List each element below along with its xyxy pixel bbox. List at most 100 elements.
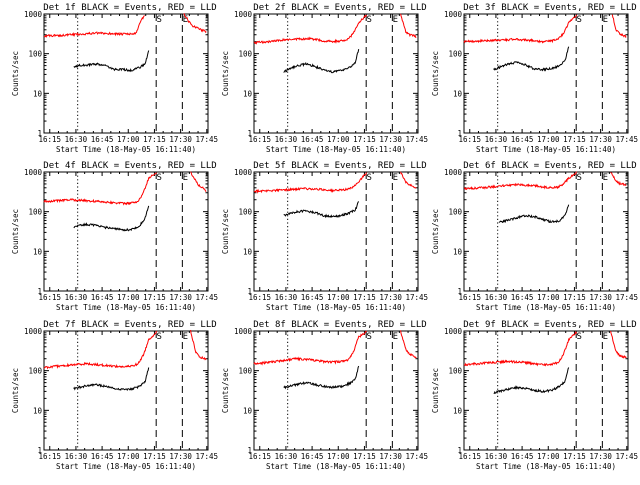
y-tick-label: 1: [37, 446, 42, 455]
y-tick-label: 10: [33, 406, 43, 415]
x-axis-label: Start Time (18-May-05 16:11:40): [266, 145, 406, 154]
y-tick-label: 1000: [234, 327, 253, 336]
x-tick-label: 16:45: [511, 452, 534, 461]
x-tick-label: 17:45: [615, 452, 638, 461]
y-tick-label: 1000: [24, 10, 43, 19]
x-tick-label: 16:45: [91, 135, 114, 144]
panel-det-5: Det 5f BLACK = Events, RED = LLD 16:15 16:…: [221, 161, 428, 312]
y-tick-label: 10: [33, 89, 43, 98]
panel-det-6: Det 6f BLACK = Events, RED = LLD 16:15 16:…: [431, 161, 638, 312]
x-tick-label: 16:45: [91, 293, 114, 302]
y-tick-label: 1000: [444, 10, 463, 19]
panel-det-3: Det 3f BLACK = Events, RED = LLD 16:15 16:…: [431, 3, 638, 154]
event-rate-line: [283, 49, 360, 74]
y-tick-label: 1000: [444, 168, 463, 177]
y-axis-label: Counts/sec: [221, 209, 230, 254]
x-tick-label: 17:00: [537, 135, 560, 144]
y-tick-label: 1: [457, 287, 462, 296]
x-tick-label: 16:15: [248, 135, 271, 144]
x-tick-label: 17:00: [537, 293, 560, 302]
x-tick-label: 17:45: [195, 293, 218, 302]
x-tick-label: 17:00: [117, 293, 140, 302]
lld-rate-line: [43, 171, 207, 206]
y-tick-label: 1: [457, 446, 462, 455]
x-tick-label: 16:45: [301, 135, 324, 144]
x-axis-label: Start Time (18-May-05 16:11:40): [266, 303, 406, 312]
x-tick-label: 17:30: [169, 452, 192, 461]
x-tick-label: 17:00: [117, 135, 140, 144]
lld-rate-line: [253, 330, 417, 366]
x-tick-label: 17:15: [143, 452, 166, 461]
time-marker-label: E: [183, 15, 188, 25]
y-tick-label: 10: [243, 406, 253, 415]
y-tick-label: 10: [453, 247, 463, 256]
panel-det-1: Det 1f BLACK = Events, RED = LLD 16:15 16:…: [11, 3, 218, 154]
lld-rate-line: [43, 329, 207, 370]
y-axis-label: Counts/sec: [431, 368, 440, 413]
x-tick-label: 17:30: [379, 135, 402, 144]
y-tick-label: 1000: [24, 327, 43, 336]
plot-frame: [463, 171, 629, 292]
x-tick-label: 16:45: [511, 135, 534, 144]
time-marker-label: S: [366, 332, 371, 342]
y-axis-label: Counts/sec: [11, 51, 20, 96]
x-tick-label: 17:45: [195, 452, 218, 461]
time-marker-label: E: [183, 332, 188, 342]
plot-frame: [253, 330, 419, 451]
x-tick-label: 17:30: [589, 135, 612, 144]
x-tick-label: 16:30: [65, 452, 88, 461]
time-marker-label: S: [576, 332, 581, 342]
x-tick-label: 16:45: [301, 293, 324, 302]
x-axis-label: Start Time (18-May-05 16:11:40): [476, 462, 616, 471]
x-tick-label: 16:15: [38, 293, 61, 302]
panel-title: Det 4f BLACK = Events, RED = LLD: [43, 161, 216, 171]
x-tick-label: 16:15: [458, 293, 481, 302]
plot-frame: [253, 171, 419, 292]
x-tick-label: 16:45: [511, 293, 534, 302]
time-marker-label: E: [603, 173, 608, 183]
x-tick-label: 16:30: [275, 452, 298, 461]
x-tick-label: 16:30: [485, 293, 508, 302]
panel-title: Det 5f BLACK = Events, RED = LLD: [253, 161, 426, 171]
y-tick-label: 10: [453, 406, 463, 415]
lld-rate-line: [253, 13, 417, 45]
x-tick-label: 16:30: [485, 452, 508, 461]
x-tick-label: 17:15: [563, 135, 586, 144]
x-tick-label: 17:45: [405, 135, 428, 144]
y-tick-label: 100: [238, 208, 252, 217]
panel-title: Det 8f BLACK = Events, RED = LLD: [253, 320, 426, 330]
panel-title: Det 2f BLACK = Events, RED = LLD: [253, 3, 426, 13]
y-tick-label: 100: [28, 208, 42, 217]
y-tick-label: 1000: [444, 327, 463, 336]
x-tick-label: 17:15: [353, 452, 376, 461]
plot-frame: [253, 13, 419, 134]
event-rate-line: [283, 201, 360, 219]
event-rate-line: [493, 46, 570, 72]
x-tick-label: 17:00: [327, 135, 350, 144]
time-marker-label: S: [156, 15, 161, 25]
time-marker-label: S: [366, 15, 371, 25]
x-tick-label: 17:15: [143, 293, 166, 302]
y-tick-label: 1000: [24, 168, 43, 177]
x-tick-label: 16:15: [38, 135, 61, 144]
x-tick-label: 17:00: [117, 452, 140, 461]
event-rate-line: [73, 50, 150, 73]
y-tick-label: 100: [448, 50, 462, 59]
x-tick-label: 17:00: [537, 452, 560, 461]
plot-frame: [43, 330, 209, 451]
lld-rate-line: [463, 171, 627, 191]
x-tick-label: 16:15: [248, 452, 271, 461]
y-tick-label: 100: [448, 208, 462, 217]
x-axis-label: Start Time (18-May-05 16:11:40): [56, 303, 196, 312]
x-tick-label: 16:15: [458, 135, 481, 144]
x-tick-label: 17:45: [195, 135, 218, 144]
y-tick-label: 100: [238, 50, 252, 59]
y-axis-label: Counts/sec: [221, 51, 230, 96]
x-tick-label: 17:15: [353, 135, 376, 144]
time-marker-label: E: [603, 332, 608, 342]
x-tick-label: 17:45: [405, 452, 428, 461]
panel-det-7: Det 7f BLACK = Events, RED = LLD 16:15 16:…: [11, 320, 218, 471]
time-marker-label: E: [393, 332, 398, 342]
